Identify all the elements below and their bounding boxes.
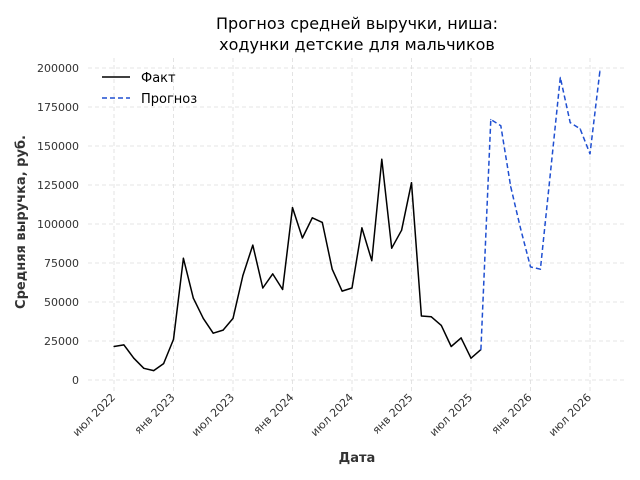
data-point-forecast	[589, 153, 591, 155]
x-tick-label: июл 2024	[308, 391, 356, 439]
x-tick-label: июл 2025	[427, 391, 475, 439]
data-point-fact	[172, 338, 175, 340]
x-axis-ticks: июл 2022 янв 2023 июл 2023 янв 2024 июл 2024…	[70, 391, 594, 439]
x-tick-label: июл 2022	[70, 391, 118, 439]
data-point-forecast	[579, 128, 581, 130]
data-point-forecast	[539, 268, 542, 270]
data-point-fact	[272, 273, 274, 275]
data-point-forecast	[500, 125, 502, 127]
series-line-forecast	[480, 71, 601, 350]
series-line-fact	[113, 158, 482, 372]
data-point-fact	[420, 315, 422, 317]
x-tick-label: июл 2023	[189, 391, 237, 439]
y-tick-label: 0	[72, 374, 79, 387]
chart-title-line2: ходунки детские для мальчиков	[219, 35, 495, 54]
data-point-fact	[381, 158, 383, 160]
data-point-forecast	[510, 186, 512, 188]
data-point-fact	[232, 317, 234, 319]
data-point-fact	[391, 247, 393, 249]
chart-title-line1: Прогноз средней выручки, ниша:	[216, 14, 498, 33]
y-tick-label: 125000	[37, 179, 79, 192]
data-point-fact	[410, 182, 413, 184]
data-point-fact	[163, 363, 165, 365]
data-point-fact	[430, 316, 432, 318]
data-point-fact	[341, 290, 343, 292]
data-point-fact	[113, 345, 115, 348]
data-point-fact	[282, 288, 284, 291]
data-point-fact	[202, 317, 204, 319]
y-tick-label: 25000	[44, 335, 79, 348]
data-point-fact	[450, 345, 452, 348]
data-point-forecast	[569, 122, 571, 124]
data-point-fact	[252, 244, 254, 246]
data-point-fact	[123, 344, 125, 346]
data-point-fact	[361, 227, 363, 229]
data-point-forecast	[529, 266, 532, 268]
data-point-forecast	[599, 70, 601, 72]
data-point-fact	[153, 370, 155, 372]
data-point-forecast	[549, 173, 551, 175]
y-tick-label: 175000	[37, 101, 79, 114]
data-point-fact	[182, 257, 184, 259]
data-point-fact	[321, 221, 323, 223]
y-tick-label: 150000	[37, 140, 79, 153]
data-point-fact	[371, 260, 373, 262]
legend-label-forecast: Прогноз	[141, 92, 197, 107]
data-point-fact	[262, 287, 264, 289]
data-point-fact	[440, 324, 442, 326]
data-point-fact	[291, 207, 294, 209]
y-axis-ticks: 0 25000 50000 75000 100000 125000 150000 175000…	[37, 62, 79, 387]
data-point-fact	[351, 287, 353, 289]
y-axis-title: Средняя выручка, руб.	[14, 135, 29, 309]
data-point-forecast	[480, 349, 482, 351]
data-point-fact	[311, 217, 313, 219]
data-point-fact	[222, 329, 224, 331]
data-point-forecast	[490, 118, 492, 121]
data-point-fact	[331, 268, 333, 270]
x-axis-title: Дата	[339, 451, 376, 466]
y-tick-label: 100000	[37, 218, 79, 231]
legend-label-fact: Факт	[141, 71, 176, 86]
x-tick-label: июл 2026	[546, 391, 594, 439]
x-tick-label: янв 2025	[370, 391, 416, 437]
x-tick-label: янв 2026	[489, 391, 535, 437]
x-tick-label: янв 2023	[132, 391, 178, 437]
series-lines	[113, 70, 601, 372]
data-point-fact	[460, 337, 462, 339]
data-point-fact	[301, 237, 303, 239]
data-point-fact	[143, 367, 145, 369]
y-tick-label: 200000	[37, 62, 79, 75]
data-point-fact	[212, 332, 214, 334]
data-point-fact	[192, 297, 194, 299]
y-tick-label: 75000	[44, 257, 79, 270]
data-point-fact	[133, 357, 135, 359]
data-point-forecast	[520, 228, 522, 230]
data-point-fact	[242, 274, 244, 277]
data-point-fact	[470, 357, 472, 359]
data-point-forecast	[559, 76, 561, 78]
x-tick-label: янв 2024	[251, 391, 297, 437]
y-tick-label: 50000	[44, 296, 79, 309]
data-point-fact	[401, 229, 403, 231]
legend: Факт Прогноз	[102, 71, 197, 107]
